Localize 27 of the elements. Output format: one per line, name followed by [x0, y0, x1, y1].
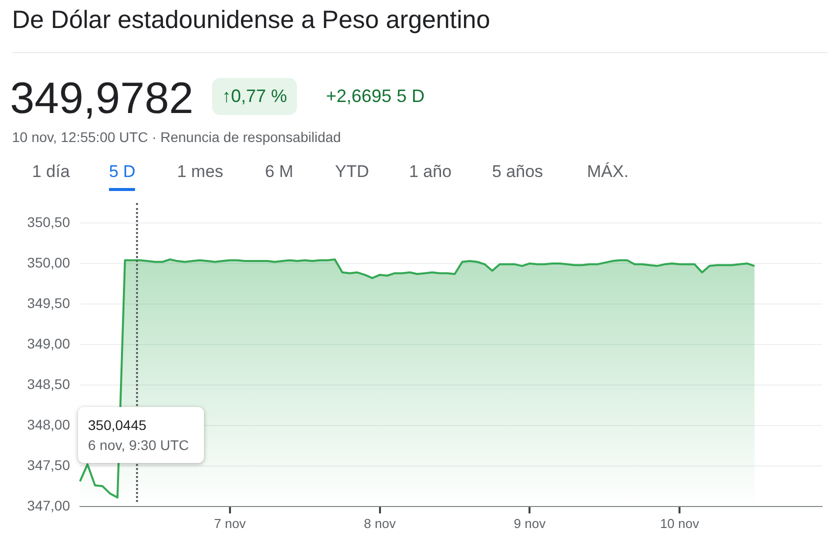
text: ↑0,77 % [212, 78, 298, 115]
y-tick-label: 348,50 [27, 376, 70, 392]
x-tick-label: 9 nov [514, 516, 546, 531]
text: 349,9782 [10, 74, 194, 124]
annotation: 6 nov, 9:30 UTC [88, 436, 190, 455]
y-tick-label: 350,00 [27, 254, 70, 270]
text: +2,6695 5 D [326, 86, 425, 107]
x-tick-label: 8 nov [364, 516, 396, 531]
text: MÁX. [587, 162, 629, 182]
text: 5 años [492, 162, 544, 182]
text: YTD [335, 162, 369, 182]
y-tick-label: 349,50 [27, 294, 70, 311]
y-tick-label: 347,50 [27, 456, 70, 473]
text: 1 año [409, 162, 452, 182]
text: 5 D [109, 162, 136, 191]
chart-title: De Dólar estadounidense a Peso argentino [12, 6, 490, 35]
x-tick-label: 7 nov [214, 516, 246, 531]
annotation: 350,0445 [88, 416, 148, 435]
y-tick-label: 348,00 [27, 416, 70, 432]
text: 1 día [32, 162, 70, 182]
text: 1 mes [177, 162, 224, 182]
y-tick-label: 349,00 [27, 335, 70, 352]
text: 6 M [265, 162, 294, 182]
text: 10 nov, 12:55:00 UTC · Renuncia de responsabilidad [12, 129, 341, 145]
y-tick-label: 347,00 [27, 497, 70, 514]
y-tick-label: 350,50 [27, 214, 70, 230]
x-tick-label: 10 nov [660, 516, 700, 531]
